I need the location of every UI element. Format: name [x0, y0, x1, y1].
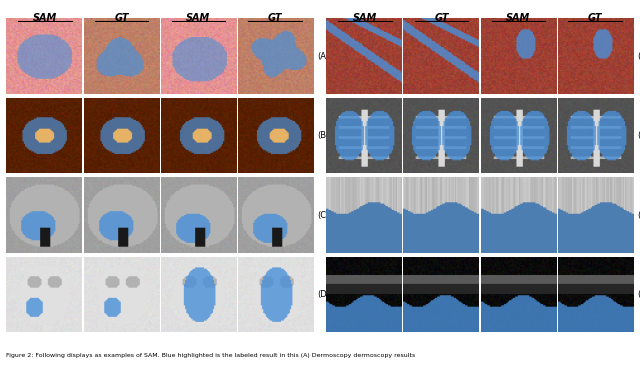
Text: GT: GT	[268, 12, 282, 23]
Text: (B): (B)	[317, 131, 330, 140]
Text: (F): (F)	[637, 131, 640, 140]
Text: SAM: SAM	[33, 12, 57, 23]
Text: (G): (G)	[637, 211, 640, 219]
Text: GT: GT	[588, 12, 602, 23]
Text: SAM: SAM	[506, 12, 531, 23]
Text: GT: GT	[115, 12, 129, 23]
Text: GT: GT	[435, 12, 449, 23]
Text: (D): (D)	[317, 290, 331, 299]
Text: (E): (E)	[637, 52, 640, 61]
Text: SAM: SAM	[353, 12, 377, 23]
Text: (H): (H)	[637, 290, 640, 299]
Text: Figure 2: Following displays as examples of SAM. Blue highlighted is the labeled: Figure 2: Following displays as examples…	[6, 353, 415, 359]
Text: (A): (A)	[317, 52, 330, 61]
Text: SAM: SAM	[186, 12, 211, 23]
Text: (C): (C)	[317, 211, 330, 219]
